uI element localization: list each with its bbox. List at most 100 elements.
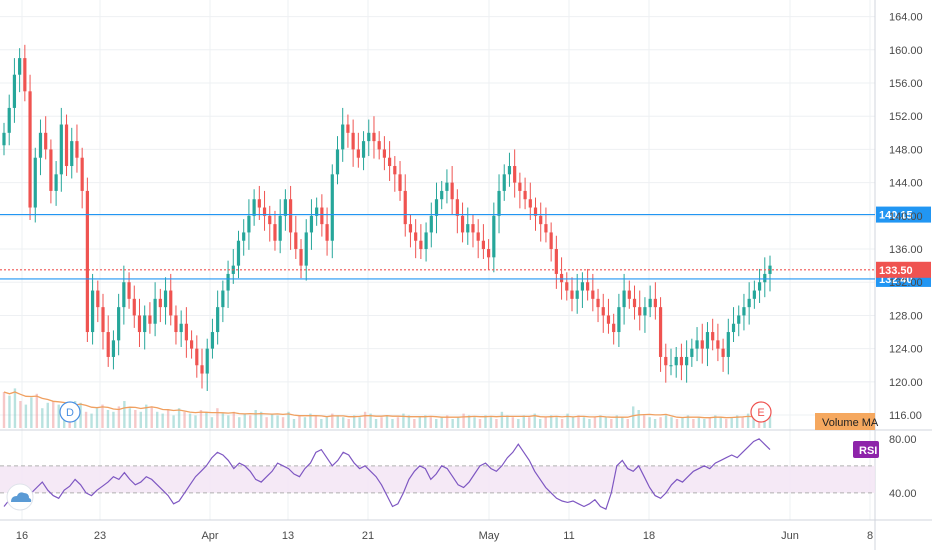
- candle[interactable]: [315, 207, 319, 216]
- candle[interactable]: [528, 199, 532, 208]
- candle[interactable]: [184, 323, 188, 341]
- candle[interactable]: [90, 290, 95, 333]
- candle[interactable]: [440, 190, 444, 200]
- candle[interactable]: [612, 323, 616, 333]
- candle[interactable]: [685, 356, 689, 366]
- candle[interactable]: [445, 182, 449, 191]
- candle[interactable]: [49, 149, 53, 191]
- candle[interactable]: [726, 332, 730, 357]
- candle[interactable]: [12, 74, 17, 108]
- candle[interactable]: [304, 232, 308, 266]
- candle[interactable]: [721, 348, 725, 357]
- candle[interactable]: [554, 249, 558, 274]
- candle[interactable]: [59, 124, 63, 175]
- candle[interactable]: [559, 273, 564, 283]
- candle[interactable]: [632, 298, 637, 308]
- candle[interactable]: [158, 298, 162, 308]
- candle[interactable]: [586, 282, 590, 291]
- candle[interactable]: [565, 282, 569, 291]
- candle[interactable]: [471, 224, 475, 233]
- candle[interactable]: [658, 307, 663, 357]
- candle[interactable]: [502, 174, 506, 191]
- candle[interactable]: [408, 224, 413, 233]
- candle[interactable]: [523, 190, 527, 200]
- candle[interactable]: [606, 315, 611, 324]
- candle[interactable]: [189, 340, 194, 349]
- candle[interactable]: [70, 141, 74, 167]
- candle[interactable]: [278, 215, 282, 241]
- candle[interactable]: [367, 132, 371, 142]
- candle[interactable]: [294, 232, 298, 250]
- candle[interactable]: [549, 232, 553, 250]
- rsi-pane[interactable]: 80.00 40.00 RSI: [0, 434, 917, 511]
- candle[interactable]: [330, 174, 334, 241]
- candle[interactable]: [163, 290, 168, 308]
- candle[interactable]: [757, 282, 762, 291]
- candle[interactable]: [288, 199, 293, 233]
- candle[interactable]: [591, 290, 595, 299]
- candle[interactable]: [283, 199, 287, 216]
- candle[interactable]: [388, 157, 392, 167]
- candle[interactable]: [85, 190, 89, 333]
- candle[interactable]: [132, 298, 136, 316]
- candle[interactable]: [122, 282, 126, 308]
- candle[interactable]: [38, 132, 43, 158]
- candle[interactable]: [226, 273, 230, 291]
- candle[interactable]: [414, 232, 418, 241]
- candle[interactable]: [487, 249, 491, 258]
- candle[interactable]: [664, 356, 668, 366]
- candle[interactable]: [96, 290, 100, 308]
- candle[interactable]: [570, 290, 574, 299]
- candle[interactable]: [580, 282, 585, 291]
- candle[interactable]: [356, 149, 360, 158]
- candle[interactable]: [80, 157, 84, 191]
- candle[interactable]: [429, 215, 433, 233]
- candle[interactable]: [518, 182, 522, 191]
- candle[interactable]: [195, 348, 199, 366]
- candle[interactable]: [247, 215, 251, 233]
- candle[interactable]: [653, 298, 657, 308]
- candle[interactable]: [262, 207, 267, 216]
- candle[interactable]: [382, 149, 386, 158]
- candle[interactable]: [75, 141, 79, 158]
- candle[interactable]: [236, 240, 241, 266]
- candle[interactable]: [424, 232, 428, 250]
- candle[interactable]: [242, 232, 246, 241]
- candle[interactable]: [403, 190, 407, 225]
- candle[interactable]: [335, 149, 340, 175]
- candle[interactable]: [257, 199, 261, 208]
- candle[interactable]: [731, 323, 736, 333]
- candle[interactable]: [44, 132, 48, 150]
- candle[interactable]: [205, 348, 209, 374]
- candle[interactable]: [346, 124, 350, 133]
- candle[interactable]: [393, 166, 397, 175]
- candle[interactable]: [174, 315, 178, 333]
- candle[interactable]: [492, 215, 496, 258]
- candle[interactable]: [643, 307, 647, 316]
- event-marker[interactable]: [750, 401, 772, 423]
- candle[interactable]: [533, 207, 538, 216]
- candle[interactable]: [252, 199, 256, 216]
- candle[interactable]: [460, 215, 465, 233]
- candle[interactable]: [54, 174, 58, 191]
- candle[interactable]: [763, 273, 767, 283]
- candle[interactable]: [268, 215, 272, 225]
- candle[interactable]: [299, 249, 303, 266]
- candle[interactable]: [752, 290, 756, 299]
- candle[interactable]: [7, 107, 11, 133]
- candle[interactable]: [101, 307, 105, 333]
- candle[interactable]: [169, 290, 173, 316]
- candle[interactable]: [153, 298, 157, 324]
- candle[interactable]: [466, 224, 470, 233]
- candle[interactable]: [148, 315, 152, 324]
- candle[interactable]: [28, 91, 32, 208]
- candle[interactable]: [742, 307, 746, 316]
- candle[interactable]: [64, 124, 69, 167]
- candle[interactable]: [601, 307, 605, 316]
- candle[interactable]: [179, 323, 183, 333]
- candle[interactable]: [481, 240, 486, 250]
- candle[interactable]: [617, 307, 621, 333]
- candle[interactable]: [690, 348, 694, 357]
